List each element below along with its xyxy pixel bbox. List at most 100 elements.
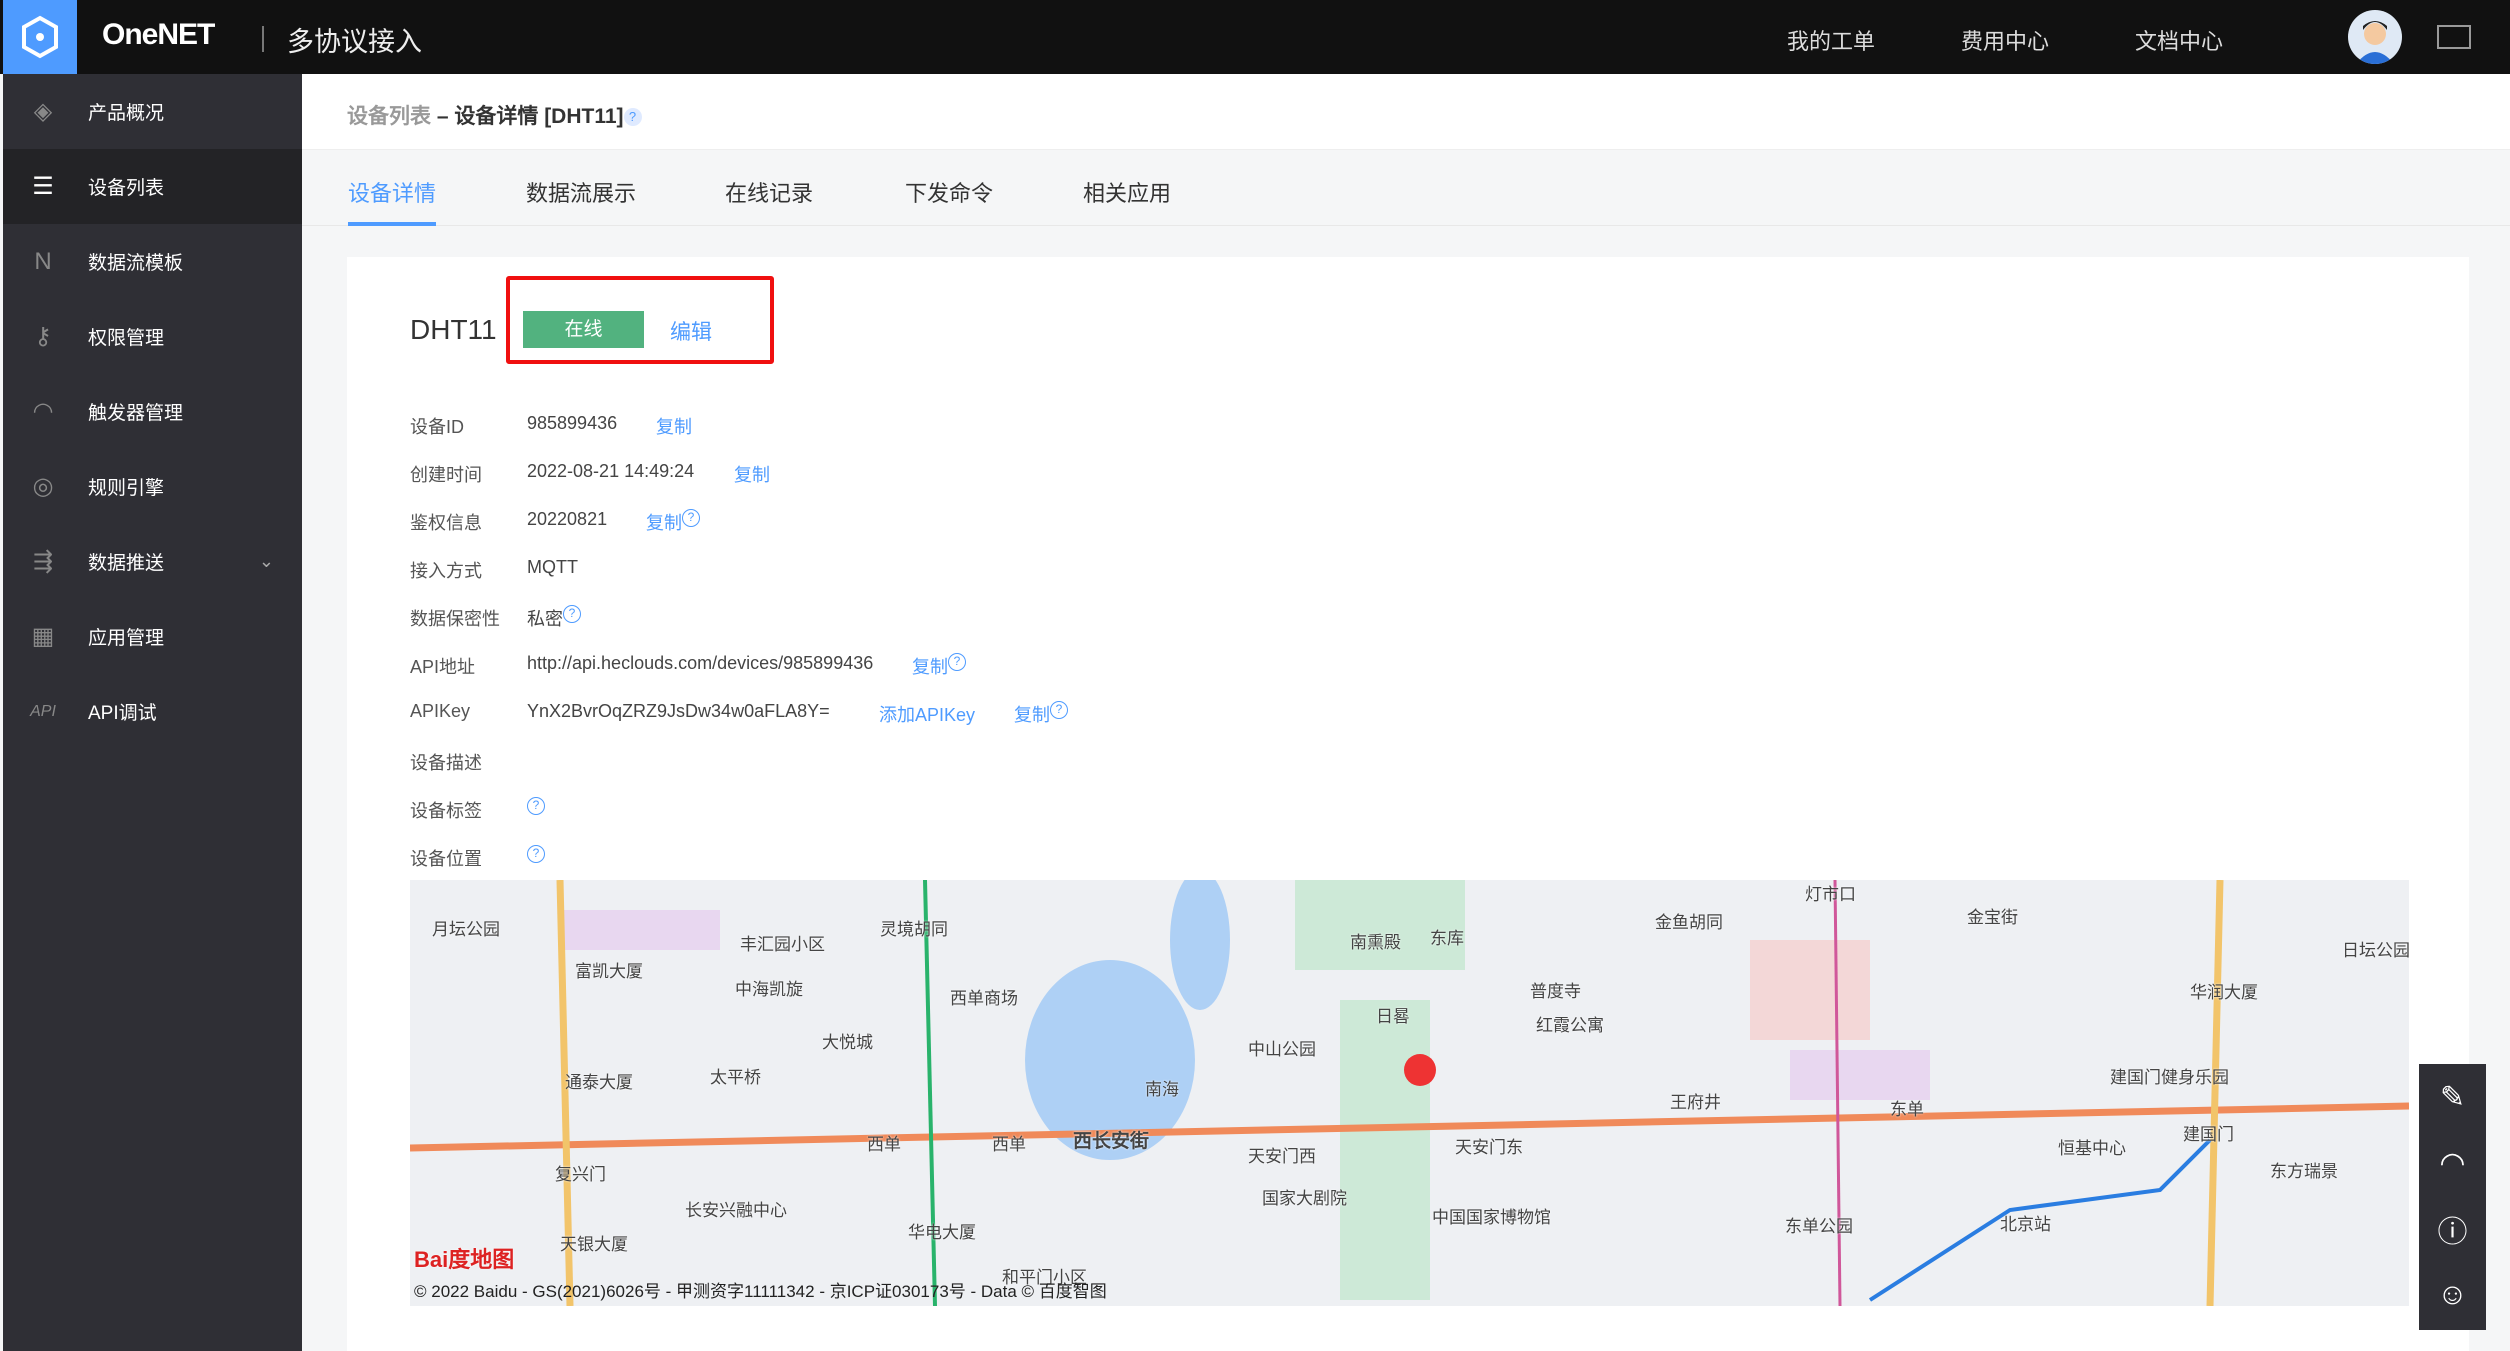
field-value: 20220821	[527, 509, 608, 529]
top-bar: OneNET 多协议接入 我的工单 费用中心 文档中心	[0, 0, 2510, 74]
sidebar-item-rule-engine[interactable]: ◎ 规则引擎	[3, 449, 302, 524]
field-value: 985899436	[527, 413, 618, 433]
field-value: MQTT	[527, 557, 578, 577]
device-name: DHT11	[410, 314, 497, 345]
field-label: 创建时间	[410, 465, 482, 485]
user-service-icon[interactable]: ☺	[2437, 1278, 2468, 1311]
help-icon[interactable]: ?	[948, 653, 966, 671]
field-value: 2022-08-21 14:49:24	[527, 461, 695, 481]
sidebar-item-permissions[interactable]: ⚷ 权限管理	[3, 299, 302, 374]
help-icon[interactable]: ?	[563, 605, 581, 623]
field-label: 接入方式	[410, 561, 482, 581]
help-icon[interactable]: ⓘ	[2437, 1216, 2468, 1249]
avatar[interactable]	[2348, 10, 2402, 64]
edit-link[interactable]: 编辑	[670, 321, 712, 344]
map-copyright: © 2022 Baidu - GS(2021)6026号 - 甲测资字11111…	[414, 1282, 1107, 1301]
help-icon[interactable]: ?	[623, 108, 642, 127]
add-apikey-link[interactable]: 添加APIKey	[879, 705, 976, 725]
map-label: 丰汇园小区	[740, 935, 825, 954]
sidebar-item-label: API调试	[88, 703, 157, 724]
map-label: 天安门西	[1248, 1147, 1316, 1166]
edit-icon[interactable]: ✎	[2439, 1080, 2466, 1114]
map-label: 华电大厦	[908, 1223, 976, 1242]
breadcrumb-current: 设备详情 [DHT11]	[454, 105, 624, 128]
field-value: YnX2BvrOqZRZ9JsDw34w0aFLA8Y=	[527, 701, 830, 721]
brand-logo[interactable]: OneNET	[102, 18, 215, 51]
map-label: 中海凯旋	[735, 980, 803, 999]
grid-icon: ▦	[31, 623, 55, 650]
api-icon: API	[30, 702, 56, 720]
map-label: 西长安街	[1073, 1131, 1150, 1152]
sidebar-item-label: 应用管理	[88, 628, 165, 649]
help-icon[interactable]: ?	[527, 845, 545, 863]
breadcrumb-parent[interactable]: 设备列表	[347, 105, 431, 128]
status-badge: 在线	[523, 311, 644, 348]
map-label: 月坛公园	[432, 920, 500, 939]
map-label: 太平桥	[710, 1068, 761, 1087]
map-label: 普度寺	[1530, 982, 1581, 1001]
sidebar-item-product-overview[interactable]: ◈ 产品概况	[3, 74, 302, 149]
field-label: API地址	[410, 657, 476, 677]
sidebar-item-data-push[interactable]: ⇶ 数据推送 ⌄	[3, 524, 302, 599]
list-icon: ☰	[32, 173, 54, 200]
sidebar-item-label: 触发器管理	[88, 403, 184, 424]
tab-datastream[interactable]: 数据流展示	[526, 181, 637, 206]
sidebar-item-label: 产品概况	[88, 103, 165, 124]
sidebar-item-triggers[interactable]: ◠ 触发器管理	[3, 374, 302, 449]
push-icon: ⇶	[32, 548, 54, 575]
map-label: 北京站	[2000, 1215, 2051, 1234]
tab-related-apps[interactable]: 相关应用	[1083, 181, 1172, 206]
field-label: 设备位置	[410, 849, 482, 869]
sidebar: ◈ 产品概况 ☰ 设备列表 N 数据流模板 ⚷ 权限管理 ◠ 触发器管理 ◎ 规则引擎 ⇶ 数…	[3, 74, 302, 1351]
sidebar-item-label: 设备列表	[88, 178, 165, 199]
copy-link[interactable]: 复制	[734, 465, 770, 485]
map-label: 西单	[992, 1135, 1026, 1154]
map-label: 东库	[1430, 929, 1464, 948]
map-label: 南海	[1145, 1080, 1179, 1099]
copy-link[interactable]: 复制	[912, 657, 948, 677]
field-label: 设备ID	[410, 417, 464, 437]
divider	[262, 26, 264, 52]
help-icon[interactable]: ?	[527, 797, 545, 815]
field-label: 设备描述	[410, 753, 482, 773]
map-label: 富凯大厦	[575, 962, 643, 981]
chevron-down-icon[interactable]: ⌄	[258, 551, 274, 571]
nav-my-tickets[interactable]: 我的工单	[1787, 29, 1876, 54]
hexagon-logo-icon[interactable]	[3, 0, 77, 74]
nav-billing[interactable]: 费用中心	[1961, 29, 2050, 54]
field-value: http://api.heclouds.com/devices/98589943…	[527, 653, 874, 673]
location-map[interactable]: 月坛公园 丰汇园小区 灵境胡同 富凯大厦 中海凯旋 西单商场 大悦城 通泰大厦 …	[410, 880, 2409, 1306]
field-label: 数据保密性	[410, 609, 500, 629]
sidebar-item-label: 数据推送	[88, 553, 165, 574]
map-label: 中山公园	[1248, 1040, 1316, 1059]
tab-online-records[interactable]: 在线记录	[725, 181, 814, 206]
map-label: 和平门小区	[1002, 1268, 1087, 1287]
sidebar-item-api-debug[interactable]: API API调试	[3, 674, 302, 749]
map-label: 中国国家博物馆	[1432, 1208, 1551, 1227]
tab-send-command[interactable]: 下发命令	[905, 181, 994, 206]
tab-device-detail[interactable]: 设备详情	[348, 176, 437, 226]
headset-icon[interactable]: ◠	[2439, 1146, 2466, 1180]
map-label: 日坛公园	[2342, 941, 2409, 960]
nav-docs[interactable]: 文档中心	[2135, 29, 2224, 54]
map-label: 灯市口	[1805, 885, 1856, 904]
copy-link[interactable]: 复制	[646, 513, 682, 533]
trigger-icon: ◠	[32, 398, 54, 425]
breadcrumb: 设备列表 – 设备详情 [DHT11]?	[302, 74, 2510, 150]
sidebar-item-app-management[interactable]: ▦ 应用管理	[3, 599, 302, 674]
copy-link[interactable]: 复制	[656, 417, 692, 437]
sidebar-item-datastream-template[interactable]: N 数据流模板	[3, 224, 302, 299]
map-label: 建国门健身乐园	[2110, 1068, 2229, 1087]
sidebar-item-device-list[interactable]: ☰ 设备列表	[3, 149, 302, 224]
map-label: 西单	[867, 1135, 901, 1154]
map-label: 通泰大厦	[565, 1073, 633, 1092]
map-label: 建国门	[2183, 1125, 2234, 1144]
map-label: 长安兴融中心	[685, 1201, 787, 1220]
copy-link[interactable]: 复制	[1014, 705, 1050, 725]
field-label: 鉴权信息	[410, 513, 482, 533]
mail-icon[interactable]	[2437, 25, 2471, 49]
help-icon[interactable]: ?	[1050, 701, 1068, 719]
floating-toolbar: ✎ ◠ ⓘ ☺	[2419, 1064, 2486, 1330]
help-icon[interactable]: ?	[682, 509, 700, 527]
product-title: 多协议接入	[287, 27, 422, 57]
